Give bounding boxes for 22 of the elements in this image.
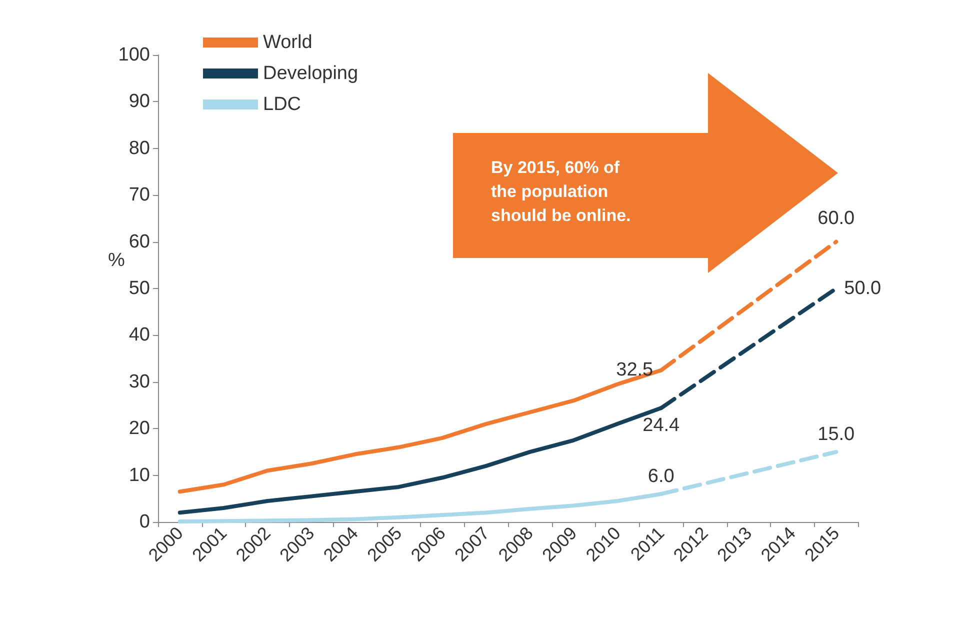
legend-label: Developing <box>263 63 358 84</box>
y-tick-label: 40 <box>128 324 150 346</box>
y-tick-label: 80 <box>128 138 150 159</box>
data-label: 50.0 <box>844 278 882 299</box>
y-tick-label: 60 <box>128 231 150 252</box>
data-label: 24.4 <box>642 415 680 436</box>
y-tick-label: 100 <box>118 44 150 66</box>
data-label: 15.0 <box>818 424 855 445</box>
y-tick-label: 30 <box>128 371 150 392</box>
y-tick-label: 90 <box>128 91 150 112</box>
data-label: 32.5 <box>616 360 654 381</box>
legend-label: World <box>263 32 312 53</box>
y-tick-label: 10 <box>128 464 150 486</box>
y-tick-label: 70 <box>128 184 150 206</box>
y-tick-label: 0 <box>139 512 150 532</box>
y-tick-label: 50 <box>128 278 150 299</box>
annotation: By 2015, 60% of the population should be online. <box>491 157 632 227</box>
data-label: 6.0 <box>648 466 674 487</box>
legend-label: LDC <box>263 94 302 115</box>
y-tick-label: 20 <box>128 418 150 440</box>
data-label: 60.0 <box>818 208 855 229</box>
y-axis-title: % <box>108 250 125 271</box>
